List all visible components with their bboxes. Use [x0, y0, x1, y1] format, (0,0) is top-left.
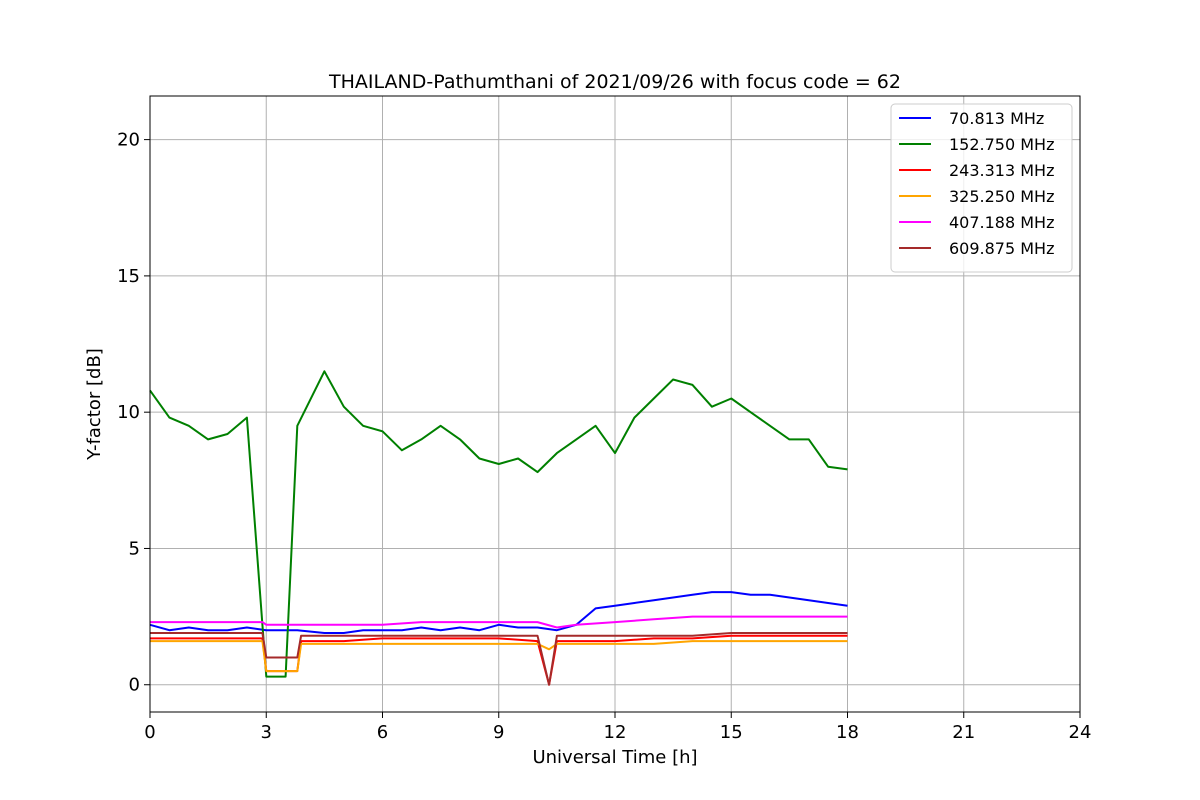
axis-ticks: 0 3 6 9 12 15 18 21 24 0 5 10 15 20: [117, 130, 1091, 743]
chart-title: THAILAND-Pathumthani of 2021/09/26 with …: [328, 71, 901, 93]
x-tick-label: 24: [1069, 722, 1092, 743]
x-tick-label: 0: [144, 722, 155, 743]
legend-box: [890, 103, 1073, 273]
series-line-1: [149, 370, 848, 678]
series-line-3: [150, 640, 848, 673]
x-axis-label: Universal Time [h]: [532, 747, 697, 768]
legend-label: 70.813 MHz: [949, 109, 1044, 128]
x-tick-label: 3: [261, 722, 272, 743]
x-tick-label: 21: [952, 722, 975, 743]
legend-label: 152.750 MHz: [949, 135, 1054, 154]
y-tick-label: 5: [129, 538, 140, 559]
x-tick-label: 6: [377, 722, 388, 743]
y-tick-label: 15: [117, 266, 140, 287]
legend-label: 243.313 MHz: [949, 161, 1054, 180]
legend: 70.813 MHz 152.750 MHz 243.313 MHz 325.250 …: [890, 103, 1073, 273]
x-tick-label: 18: [836, 722, 859, 743]
x-tick-label: 15: [720, 722, 743, 743]
x-tick-label: 9: [493, 722, 504, 743]
series-line-4: [150, 615, 848, 629]
y-tick-label: 10: [117, 402, 140, 423]
series-line-5: [150, 632, 848, 686]
series-group: [149, 370, 848, 686]
legend-label: 609.875 MHz: [949, 239, 1054, 258]
x-tick-label: 12: [604, 722, 627, 743]
y-axis-label: Y-factor [dB]: [84, 348, 105, 461]
y-tick-label: 0: [129, 675, 140, 696]
legend-label: 325.250 MHz: [949, 187, 1054, 206]
legend-label: 407.188 MHz: [949, 213, 1054, 232]
y-tick-label: 20: [117, 130, 140, 151]
series-line-0: [149, 591, 848, 634]
